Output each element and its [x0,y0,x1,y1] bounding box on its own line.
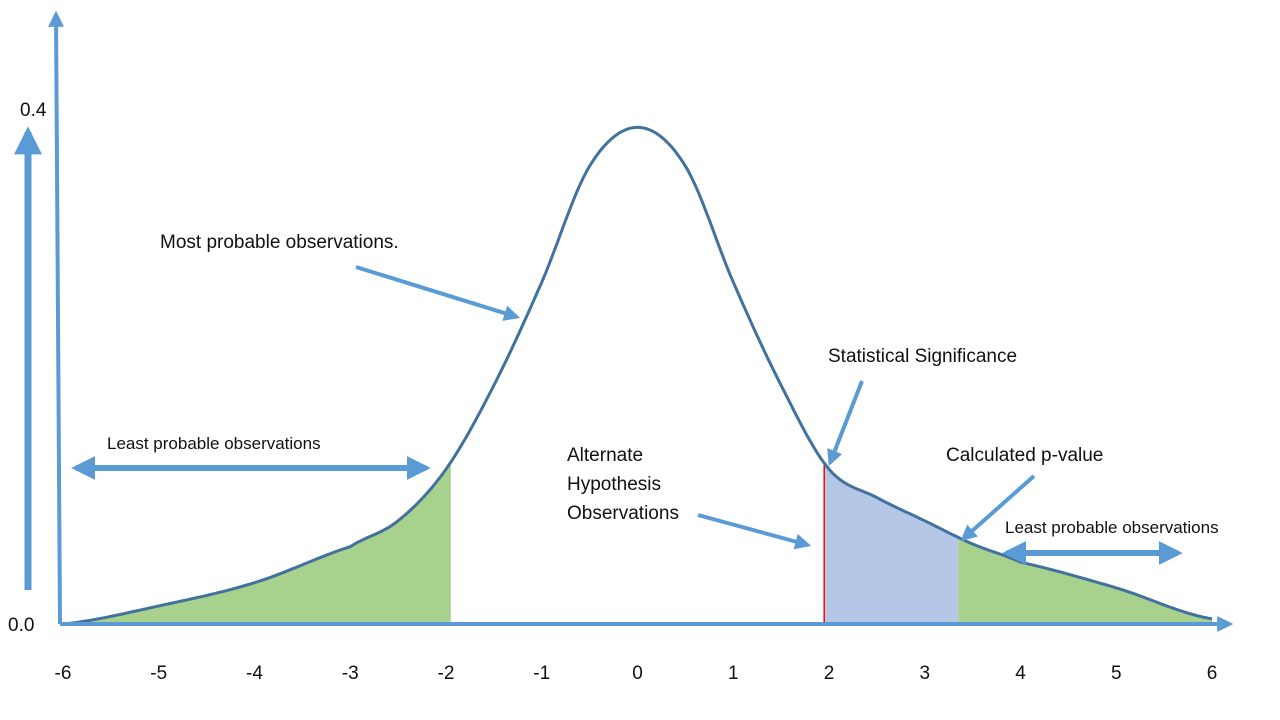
x-tick-label: 1 [728,663,739,684]
annotation-alternate-hypothesis-line2: Hypothesis [567,474,661,495]
x-tick-label: -2 [438,663,455,684]
annotation-alternate-hypothesis-line3: Observations [567,503,679,524]
distribution-curve [62,125,1213,626]
x-tick-label: 4 [1015,663,1026,684]
shaded-region-3 [958,537,1212,624]
x-tick-label: 3 [919,663,930,684]
x-tick-label: -1 [533,663,550,684]
y-axis [48,10,65,625]
annotation-most-probable: Most probable observations. [160,232,399,253]
x-tick-label: -6 [55,663,72,684]
x-tick-label: -5 [150,663,167,684]
annotation-alternate-hypothesis-line1: Alternate [567,445,643,466]
arrow-alternate-hypothesis [697,513,812,550]
x-tick-label: -3 [342,663,359,684]
arrow-most-probable [355,265,521,321]
y-tick-label-0.4: 0.4 [20,100,47,121]
shaded-regions [63,462,1212,624]
shaded-region-2 [824,463,959,624]
shaded-region-1 [63,462,451,624]
x-tick-label: 6 [1207,663,1218,684]
arrow-calculated-p-value [960,474,1036,542]
y-tick-label-0.0: 0.0 [8,615,34,636]
annotation-least-probable-left: Least probable observations [107,434,321,453]
x-tick-labels: -6 -5 -4 -3 -2 -1 0 1 2 3 4 5 6 [55,663,1218,684]
arrow-statistical-significance [827,380,864,466]
x-tick-label: -4 [246,663,263,684]
x-tick-label: 5 [1111,663,1122,684]
annotation-calculated-p-value: Calculated p-value [946,445,1103,466]
x-tick-label: 0 [632,663,643,684]
annotation-statistical-significance: Statistical Significance [828,346,1017,367]
x-tick-label: 2 [824,663,835,684]
annotation-least-probable-right: Least probable observations [1005,518,1219,537]
